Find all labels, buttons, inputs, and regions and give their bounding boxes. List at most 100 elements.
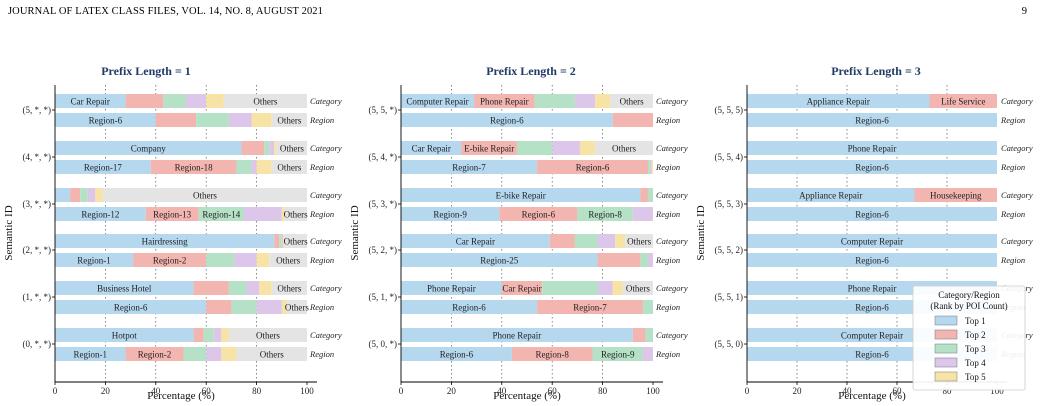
- bar-label: Region-6: [855, 210, 889, 220]
- chart-panel-3: Prefix Length = 3 Appliance Repair Life Se…: [695, 64, 1033, 402]
- semantic-id-label: (3, *, *): [23, 199, 52, 209]
- row-type-label: Category: [310, 330, 342, 340]
- row-type-label: Region: [309, 255, 334, 265]
- bar-segment: [461, 141, 517, 155]
- bar-segment: [642, 300, 653, 314]
- bar-label: Others: [276, 256, 300, 266]
- bar-segment: [499, 207, 578, 221]
- x-tick-label: 40: [843, 386, 853, 396]
- bar-label: Others: [277, 116, 301, 126]
- bar-segment: [401, 253, 598, 267]
- bar-segment: [501, 281, 543, 295]
- bar-label: Others: [285, 303, 309, 313]
- bar-segment: [647, 188, 653, 202]
- semantic-id-label: (5, 0, *): [369, 339, 398, 349]
- bar-segment: [542, 281, 598, 295]
- bar-segment: [610, 94, 653, 108]
- y-axis-label: Semantic ID: [695, 205, 707, 260]
- bar-label: Others: [626, 284, 650, 294]
- semantic-id-label: (5, 5, 4): [715, 152, 744, 162]
- bar-segment: [647, 160, 651, 174]
- x-tick-label: 100: [300, 386, 314, 396]
- bar-segment: [236, 347, 307, 361]
- bar-segment: [80, 188, 88, 202]
- bar-segment: [55, 234, 275, 248]
- bar-label: E-bike Repair: [464, 144, 514, 154]
- bar-segment: [651, 160, 653, 174]
- legend-label: Top 1: [965, 316, 986, 326]
- bar-segment: [401, 160, 538, 174]
- row-type-label: Region: [655, 115, 680, 125]
- bar-segment: [597, 234, 616, 248]
- row-type-label: Region: [655, 162, 680, 172]
- row-type-label: Category: [1001, 96, 1033, 106]
- bar-label: Region-7: [573, 303, 607, 313]
- bar-segment: [244, 207, 282, 221]
- bar-segment: [574, 234, 598, 248]
- bar-segment: [102, 188, 307, 202]
- bar-label: Region-6: [89, 116, 123, 126]
- bar-segment: [281, 300, 287, 314]
- bar-segment: [55, 141, 242, 155]
- bar-label: Phone Repair: [427, 284, 476, 294]
- bar-label: Company: [131, 144, 166, 154]
- bar-segment: [213, 328, 222, 342]
- bar-label: Region-9: [601, 350, 635, 360]
- bar-segment: [271, 160, 307, 174]
- legend-swatch: [934, 357, 958, 368]
- row-type-label: Category: [656, 283, 688, 293]
- x-tick-label: 20: [101, 386, 111, 396]
- x-tick-label: 0: [53, 386, 58, 396]
- legend-title: Category/Region: [938, 290, 1000, 300]
- bar-segment: [55, 207, 146, 221]
- bar-segment: [228, 281, 247, 295]
- row-type-label: Region: [1000, 209, 1025, 219]
- bar-segment: [597, 253, 641, 267]
- bar-segment: [401, 234, 550, 248]
- bar-label: Region-8: [588, 210, 622, 220]
- row-type-label: Category: [656, 143, 688, 153]
- bar-segment: [163, 94, 187, 108]
- bar-segment: [284, 207, 307, 221]
- bar-segment: [233, 253, 257, 267]
- bar-segment: [401, 188, 641, 202]
- bar-label: Others: [620, 97, 644, 107]
- legend-label: Top 5: [965, 372, 986, 382]
- bar-segment: [55, 113, 156, 127]
- x-axis-label: Percentage (%): [838, 390, 906, 402]
- bar-segment: [55, 281, 194, 295]
- row-type-label: Category: [656, 330, 688, 340]
- bar-label: Hairdressing: [142, 237, 188, 247]
- x-tick-label: 60: [893, 386, 903, 396]
- legend-swatch: [934, 343, 958, 354]
- bar-segment: [203, 328, 214, 342]
- bar-segment: [592, 347, 643, 361]
- semantic-id-label: (5, 5, 2): [715, 245, 744, 255]
- x-axis-label: Percentage (%): [147, 390, 215, 402]
- bar-segment: [747, 234, 997, 248]
- bar-segment: [256, 253, 270, 267]
- bar-label: Region-6: [855, 303, 889, 313]
- legend-swatch: [934, 371, 958, 382]
- bar-segment: [133, 253, 207, 267]
- bar-segment: [256, 300, 282, 314]
- bar-segment: [206, 300, 232, 314]
- bar-segment: [642, 347, 653, 361]
- bar-label: Region-17: [84, 163, 122, 173]
- bar-segment: [284, 234, 307, 248]
- row-type-label: Region: [309, 302, 334, 312]
- bar-label: Region-14: [202, 210, 240, 220]
- semantic-id-label: (0, *, *): [23, 339, 52, 349]
- bar-label: Car Repair: [502, 284, 541, 294]
- row-type-label: Region: [655, 302, 680, 312]
- bar-segment: [647, 253, 653, 267]
- row-type-label: Category: [656, 96, 688, 106]
- bar-segment: [271, 113, 307, 127]
- bar-segment: [246, 281, 260, 295]
- bar-segment: [155, 113, 197, 127]
- row-type-label: Category: [310, 143, 342, 153]
- bar-label: Region-6: [114, 303, 148, 313]
- bar-segment: [281, 207, 285, 221]
- bar-segment: [241, 141, 265, 155]
